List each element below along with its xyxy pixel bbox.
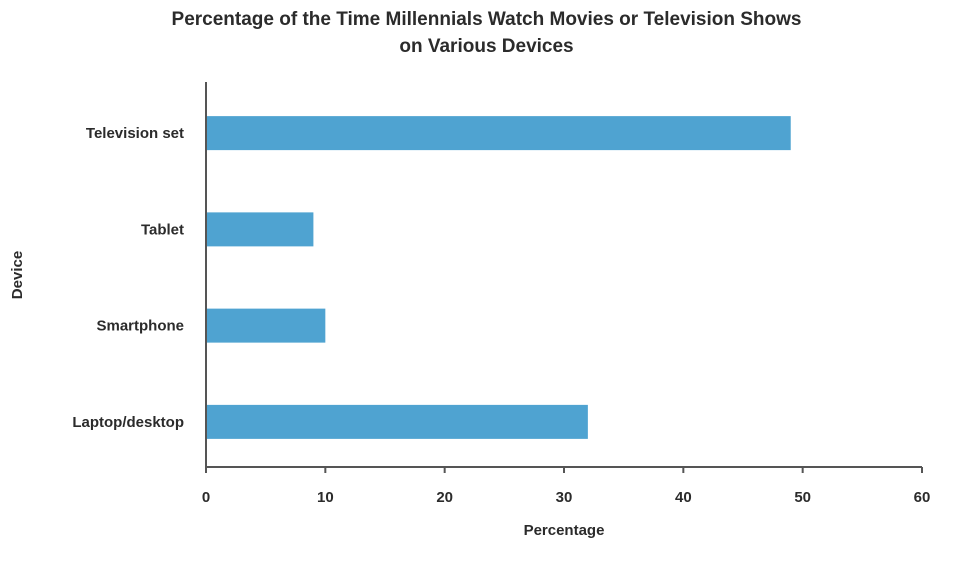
x-tick-label: 20 (436, 489, 453, 506)
category-labels: Television set Tablet Smartphone Laptop/des… (72, 125, 184, 431)
x-ticks: 0 10 20 30 40 50 60 (202, 467, 931, 506)
bars-group (207, 116, 791, 439)
x-tick-label: 40 (675, 489, 692, 506)
x-tick-label: 0 (202, 489, 210, 506)
category-label: Tablet (141, 221, 184, 238)
bar-laptop-desktop (207, 404, 588, 439)
y-axis-title: Device (9, 251, 26, 299)
x-tick-label: 10 (317, 489, 334, 506)
x-tick-label: 60 (914, 489, 931, 506)
chart-title-line2: on Various Devices (399, 36, 574, 57)
category-label: Television set (86, 125, 184, 142)
x-axis-title: Percentage (524, 522, 605, 539)
category-label: Laptop/desktop (72, 414, 184, 431)
chart-title-line1: Percentage of the Time Millennials Watch… (171, 9, 802, 30)
x-tick-label: 50 (794, 489, 811, 506)
category-label: Smartphone (96, 318, 184, 335)
bar-smartphone (207, 308, 326, 343)
chart-title: Percentage of the Time Millennials Watch… (0, 6, 973, 60)
bar-tablet (207, 212, 314, 247)
x-tick-label: 30 (556, 489, 573, 506)
bar-television-set (207, 116, 791, 151)
